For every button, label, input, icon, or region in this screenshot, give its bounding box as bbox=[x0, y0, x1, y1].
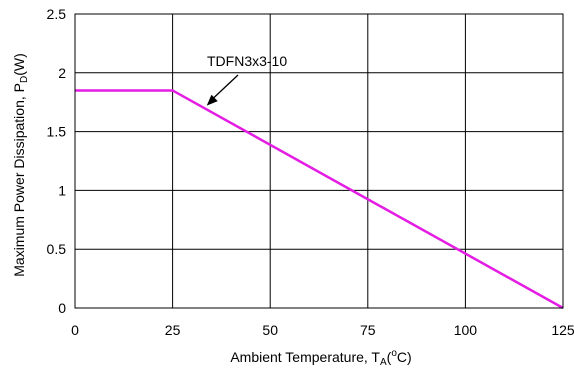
x-tick-label: 25 bbox=[165, 322, 181, 338]
annotation-arrow-line bbox=[210, 74, 239, 102]
plot-frame bbox=[74, 13, 564, 309]
y-axis-label: Maximum Power Dissipation, PD(W) bbox=[11, 53, 30, 277]
annotations: TDFN3x3-10 bbox=[206, 53, 287, 106]
x-tick-labels: 0 25 50 75 100 125 bbox=[71, 322, 574, 338]
annotation-label: TDFN3x3-10 bbox=[207, 53, 287, 69]
x-tick-label: 100 bbox=[454, 322, 478, 338]
annotation-arrow-head bbox=[206, 94, 218, 106]
y-tick-label: 2.5 bbox=[47, 6, 67, 22]
x-tick-label: 50 bbox=[262, 322, 278, 338]
x-axis-label: Ambient Temperature, TA(oC) bbox=[230, 348, 411, 368]
x-tick-label: 125 bbox=[551, 322, 574, 338]
x-tick-label: 75 bbox=[360, 322, 376, 338]
y-tick-label: 1.5 bbox=[47, 124, 67, 140]
series-line bbox=[75, 89, 564, 310]
x-tick-label: 0 bbox=[71, 322, 79, 338]
y-tick-label: 1 bbox=[58, 182, 66, 198]
y-tick-label: 2 bbox=[58, 65, 66, 81]
y-tick-labels: 0 0.5 1 1.5 2 2.5 bbox=[47, 6, 67, 316]
series-group bbox=[74, 89, 564, 310]
y-tick-label: 0 bbox=[58, 300, 66, 316]
grid bbox=[74, 13, 564, 309]
y-tick-label: 0.5 bbox=[47, 241, 67, 257]
